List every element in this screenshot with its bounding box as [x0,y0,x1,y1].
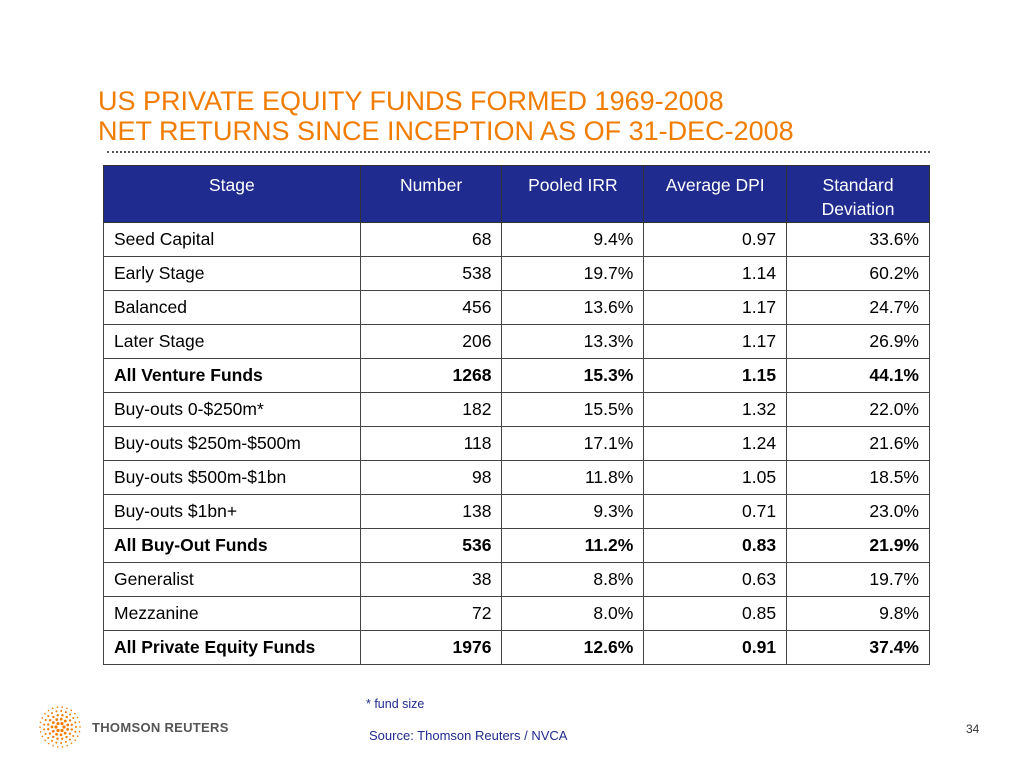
standard-deviation-cell: 26.9% [786,324,930,359]
pooled-irr-cell: 11.8% [501,460,645,495]
pooled-irr-cell: 9.4% [501,222,645,257]
pooled-irr-cell: 15.5% [501,392,645,427]
page-number: 34 [966,722,980,736]
header-stage: Stage [103,165,361,223]
stage-cell: Generalist [103,562,361,597]
source-note: Source: Thomson Reuters / NVCA [369,728,568,743]
standard-deviation-cell: 21.9% [786,528,930,563]
number-cell: 536 [359,528,503,563]
standard-deviation-cell: 22.0% [786,392,930,427]
stage-cell: All Buy-Out Funds [103,528,361,563]
thomson-reuters-logo: THOMSON REUTERS [38,705,229,749]
table-row: All Private Equity Funds 1976 12.6% 0.91 37.… [103,630,930,665]
number-cell: 182 [359,392,503,427]
pooled-irr-cell: 15.3% [501,358,645,393]
logo-text: THOMSON REUTERS [92,719,229,735]
standard-deviation-cell: 19.7% [786,562,930,597]
average-dpi-cell: 0.83 [643,528,788,563]
average-dpi-cell: 0.63 [643,562,788,597]
stage-cell: Balanced [103,290,361,325]
table-header-row: Stage Number Pooled IRR Average DPI Stan… [103,165,930,223]
number-cell: 1976 [359,630,503,665]
average-dpi-cell: 1.15 [643,358,788,393]
header-standard-deviation: Standard Deviation [786,165,930,223]
standard-deviation-cell: 18.5% [786,460,930,495]
average-dpi-cell: 1.17 [643,324,788,359]
table-row: Buy-outs $500m-$1bn 98 11.8% 1.05 18.5% [103,460,930,495]
table-row: Generalist 38 8.8% 0.63 19.7% [103,562,930,597]
pooled-irr-cell: 8.8% [501,562,645,597]
title-line-1: US PRIVATE EQUITY FUNDS FORMED 1969-2008 [98,86,724,116]
thomson-reuters-dot-sphere-icon [39,706,81,748]
number-cell: 538 [359,256,503,291]
table-row: Buy-outs 0-$250m* 182 15.5% 1.32 22.0% [103,392,930,427]
header-number: Number [359,165,503,223]
average-dpi-cell: 1.24 [643,426,788,461]
stage-cell: Later Stage [103,324,361,359]
standard-deviation-cell: 33.6% [786,222,930,257]
average-dpi-cell: 0.85 [643,596,788,631]
number-cell: 206 [359,324,503,359]
standard-deviation-cell: 23.0% [786,494,930,529]
stage-cell: Buy-outs $250m-$500m [103,426,361,461]
table-row: Balanced 456 13.6% 1.17 24.7% [103,290,930,325]
number-cell: 118 [359,426,503,461]
stage-cell: Mezzanine [103,596,361,631]
stage-cell: Seed Capital [103,222,361,257]
stage-cell: All Private Equity Funds [103,630,361,665]
stage-cell: Buy-outs $1bn+ [103,494,361,529]
standard-deviation-cell: 60.2% [786,256,930,291]
title-line-2: NET RETURNS SINCE INCEPTION AS OF 31-DEC… [98,116,794,146]
table-row: All Venture Funds 1268 15.3% 1.15 44.1% [103,358,930,393]
number-cell: 1268 [359,358,503,393]
average-dpi-cell: 0.71 [643,494,788,529]
table-row: Buy-outs $250m-$500m 118 17.1% 1.24 21.6% [103,426,930,461]
table-row: Mezzanine 72 8.0% 0.85 9.8% [103,596,930,631]
slide-title: US PRIVATE EQUITY FUNDS FORMED 1969-2008… [98,86,794,146]
table-row: Buy-outs $1bn+ 138 9.3% 0.71 23.0% [103,494,930,529]
average-dpi-cell: 0.91 [643,630,788,665]
pooled-irr-cell: 8.0% [501,596,645,631]
number-cell: 98 [359,460,503,495]
number-cell: 68 [359,222,503,257]
standard-deviation-cell: 44.1% [786,358,930,393]
pooled-irr-cell: 17.1% [501,426,645,461]
pooled-irr-cell: 9.3% [501,494,645,529]
stage-cell: Early Stage [103,256,361,291]
average-dpi-cell: 0.97 [643,222,788,257]
standard-deviation-cell: 37.4% [786,630,930,665]
number-cell: 456 [359,290,503,325]
table-row: Later Stage 206 13.3% 1.17 26.9% [103,324,930,359]
header-standard-deviation-label: Standard Deviation [821,175,895,219]
dotted-divider [107,151,930,153]
table-row: Early Stage 538 19.7% 1.14 60.2% [103,256,930,291]
table-row: Seed Capital 68 9.4% 0.97 33.6% [103,222,930,257]
pooled-irr-cell: 11.2% [501,528,645,563]
number-cell: 38 [359,562,503,597]
table-row: All Buy-Out Funds 536 11.2% 0.83 21.9% [103,528,930,563]
returns-table: Stage Number Pooled IRR Average DPI Stan… [103,165,930,665]
pooled-irr-cell: 12.6% [501,630,645,665]
footnote: * fund size [366,697,425,711]
pooled-irr-cell: 13.6% [501,290,645,325]
number-cell: 138 [359,494,503,529]
header-pooled-irr: Pooled IRR [501,165,645,223]
average-dpi-cell: 1.14 [643,256,788,291]
average-dpi-cell: 1.05 [643,460,788,495]
number-cell: 72 [359,596,503,631]
standard-deviation-cell: 9.8% [786,596,930,631]
average-dpi-cell: 1.32 [643,392,788,427]
average-dpi-cell: 1.17 [643,290,788,325]
header-average-dpi: Average DPI [643,165,788,223]
stage-cell: All Venture Funds [103,358,361,393]
standard-deviation-cell: 24.7% [786,290,930,325]
stage-cell: Buy-outs $500m-$1bn [103,460,361,495]
pooled-irr-cell: 13.3% [501,324,645,359]
standard-deviation-cell: 21.6% [786,426,930,461]
stage-cell: Buy-outs 0-$250m* [103,392,361,427]
pooled-irr-cell: 19.7% [501,256,645,291]
